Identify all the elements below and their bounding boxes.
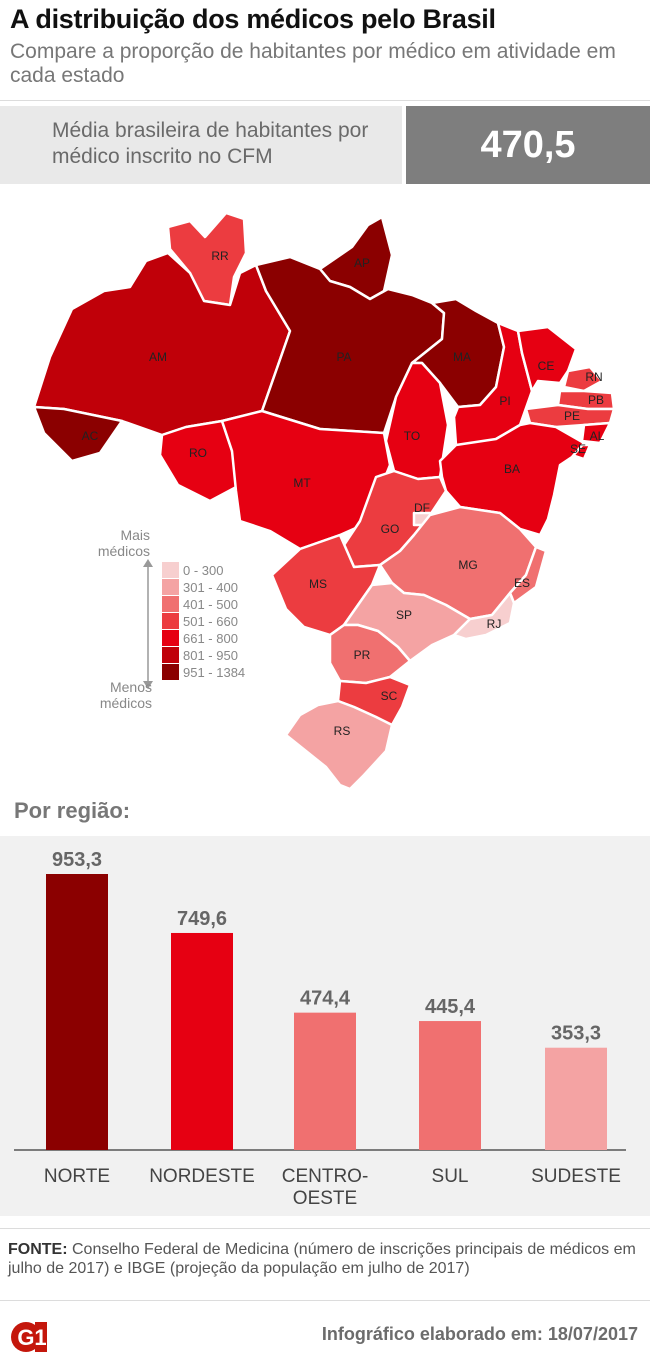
legend-top-label: Mais médicos [98,527,150,559]
header-divider [0,100,650,101]
legend-swatch [162,647,179,663]
brazil-map: RR AP AM PA MA AC RO TO PI CE RN PB PE AL SE BA MT GO DF MG… [32,211,616,791]
legend-class-label: 301 - 400 [183,580,238,595]
footer-source: FONTE: Conselho Federal de Medicina (núm… [8,1240,644,1278]
state-label-df: DF [414,501,430,515]
bar-value-label: 353,3 [551,1023,601,1045]
state-label-sc: SC [381,689,398,703]
bar-value-label: 445,4 [425,996,476,1018]
footer-source-text: Conselho Federal de Medicina (número de … [8,1241,636,1277]
bar-norte [46,874,108,1150]
state-label-al: AL [590,429,605,443]
legend-class-label: 0 - 300 [183,563,223,578]
state-ac [32,405,124,463]
legend-class-label: 801 - 950 [183,648,238,663]
state-rs [284,699,394,791]
bar-nordeste [171,932,233,1150]
legend-swatch [162,562,179,578]
average-value: 470,5 [480,123,576,166]
category-label: SUL [432,1166,469,1187]
state-label-go: GO [381,522,400,536]
state-label-rn: RN [585,370,602,384]
state-to [384,361,450,481]
state-label-rj: RJ [487,617,502,631]
bar-sul [419,1021,481,1150]
state-label-ac: AC [82,429,99,443]
average-label: Média brasileira de habitantes por médic… [52,119,369,168]
category-label: CENTRO-OESTE [282,1166,369,1209]
footer-divider-bottom [0,1300,650,1301]
footer-source-label: FONTE: [8,1241,68,1258]
bar-centro-oeste [294,1012,356,1150]
category-label: NORTE [44,1166,110,1187]
bar-value-label: 474,4 [300,988,351,1010]
g1-logo-text: G1 [17,1325,46,1350]
state-label-pi: PI [499,394,510,408]
legend-class-label: 501 - 660 [183,614,238,629]
legend-arrow-up-icon [143,559,153,567]
state-label-ba: BA [504,462,520,476]
region-bar-chart-svg: 953,3 NORTE 749,6 NORDESTE 474,4 CENTRO-OESTE… [14,849,626,1209]
g1-logo-icon: G1 [11,1322,47,1352]
state-label-pb: PB [588,393,604,407]
state-label-rr: RR [211,249,229,263]
legend-arrow-down-icon [143,681,153,689]
state-rn [562,365,604,393]
footer-date: Infográfico elaborado em: 18/07/2017 [321,1324,638,1344]
page-subtitle: Compare a proporção de habitantes por mé… [10,40,616,87]
bar-value-label: 953,3 [52,849,102,871]
state-ce [516,325,578,393]
state-label-es: ES [514,576,530,590]
state-label-pe: PE [564,409,580,423]
legend-class-label: 661 - 800 [183,631,238,646]
state-al [580,421,612,445]
state-am [32,251,292,437]
state-label-to: TO [404,429,420,443]
region-section-title: Por região: [14,798,131,823]
legend-swatch [162,613,179,629]
state-label-am: AM [149,350,167,364]
state-label-pa: PA [336,350,351,364]
footer-divider-top [0,1228,650,1229]
state-label-rs: RS [334,724,351,738]
legend-bottom-label: Menos médicos [100,679,152,711]
state-label-sp: SP [396,608,412,622]
legend-class-label: 951 - 1384 [183,665,245,680]
region-bar-chart: 953,3 NORTE 749,6 NORDESTE 474,4 CENTRO-OESTE… [0,836,650,1216]
category-label: SUDESTE [531,1166,621,1187]
state-label-pr: PR [354,648,371,662]
legend-swatch [162,596,179,612]
legend-class-label: 401 - 500 [183,597,238,612]
state-label-ro: RO [189,446,207,460]
bar-value-label: 749,6 [177,908,227,930]
state-label-ms: MS [309,577,327,591]
state-label-ma: MA [453,350,471,364]
average-label-box: Média brasileira de habitantes por médic… [0,106,402,184]
legend-swatch [162,664,179,680]
state-label-mg: MG [458,558,477,572]
state-label-ce: CE [538,359,555,373]
state-rj [452,591,516,641]
state-label-se: SE [570,442,586,456]
average-value-box: 470,5 [406,106,650,184]
legend-swatch [162,630,179,646]
bar-sudeste [545,1047,607,1150]
state-label-ap: AP [354,256,370,270]
state-label-mt: MT [293,476,311,490]
page-title: A distribuição dos médicos pelo Brasil [10,4,496,34]
legend-swatch [162,579,179,595]
category-label: NORDESTE [149,1166,255,1187]
